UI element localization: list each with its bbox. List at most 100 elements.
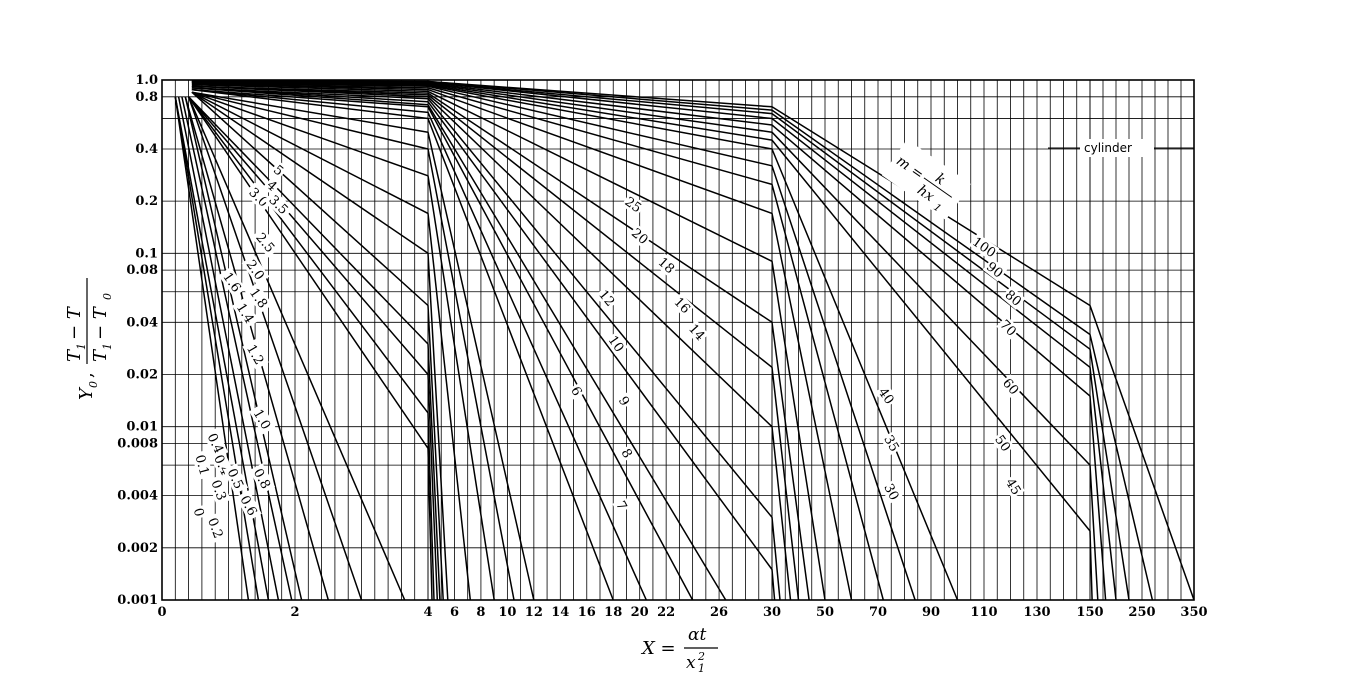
curve-label: 90 <box>983 259 1005 281</box>
curve-label-group: 10 <box>604 331 628 356</box>
series-line-m-7 <box>191 88 647 601</box>
series-line-m-3.0 <box>191 91 472 601</box>
curve-label-group: 0 <box>190 504 208 520</box>
curve-label: 0.1 <box>191 453 211 477</box>
curve-label: 0.3 <box>207 478 228 503</box>
x-tick-label: 8 <box>476 605 485 620</box>
curve-label-bg <box>880 431 904 456</box>
ylabel-prefix: Y <box>76 386 97 400</box>
ylabel-prefix-sub: 0 <box>87 381 100 388</box>
series-line-m-45 <box>191 81 1093 601</box>
series-line-m-18 <box>191 85 810 601</box>
curve-label: 35 <box>880 433 901 455</box>
curve-label-bg <box>262 176 282 195</box>
tick-label-layer: 1.0 0.8 0.4 0.2 0.1 0.08 0.04 0.02 0.010.008 0.00… <box>117 73 1207 620</box>
y-tick-label: 1.0 <box>135 73 158 88</box>
x-tick-label: 26 <box>710 605 728 620</box>
curve-label: 50 <box>991 433 1013 455</box>
curve-label-bg <box>621 192 646 217</box>
series-line-m-0.8 <box>187 96 363 601</box>
series-line-m-10 <box>191 87 776 601</box>
ylabel-sep: , <box>76 372 97 378</box>
curve-label: 60 <box>999 376 1021 398</box>
plot-frame <box>161 79 1195 601</box>
y-tick-label: 0.01 <box>126 420 158 435</box>
curve-label-bg <box>969 233 1000 261</box>
curve-label: 18 <box>655 255 677 277</box>
ylabel-den-rest: − T <box>90 305 111 340</box>
ylabel-den-sub: 1 <box>101 343 114 350</box>
parameter-den-sub: 1 <box>931 202 943 215</box>
curve-label-bg <box>249 403 276 435</box>
curve-label-bg <box>218 266 247 298</box>
curve-label: 0 <box>190 507 207 519</box>
x-tick-label: 20 <box>631 605 649 620</box>
curve-label-bg <box>242 339 269 370</box>
curve-label-bg <box>998 374 1023 399</box>
curve-label-group: 5 <box>269 160 288 180</box>
x-tick-label: 18 <box>604 605 622 620</box>
y-tick-label: 0.008 <box>117 436 158 451</box>
curve-label-bg <box>654 253 679 278</box>
series-line-m-4 <box>191 91 515 601</box>
curve-label-group: 35 <box>880 431 904 456</box>
y-tick-label: 0.004 <box>117 489 158 504</box>
curve-label-bg <box>251 227 280 258</box>
series-line-m-16 <box>191 85 800 601</box>
series-line-m-25 <box>191 83 853 601</box>
ylabel-den: T <box>90 348 111 362</box>
curve-label-bg <box>243 182 274 212</box>
curve-label-group: 0.1 <box>191 450 214 480</box>
x-tick-label: 6 <box>450 605 459 620</box>
curve-label-bg <box>269 160 288 180</box>
curve-label-bg <box>604 331 628 356</box>
curve-label-group: 12 <box>595 285 619 311</box>
x-tick-label: 130 <box>1023 605 1050 620</box>
curve-label: 14 <box>685 322 707 344</box>
series-line-m-0.1 <box>174 96 260 601</box>
series-line-m-90 <box>191 80 1154 601</box>
cylinder-label: cylinder <box>1084 141 1132 155</box>
curve-label-bg <box>670 293 695 318</box>
curve-label-group: 60 <box>998 374 1023 399</box>
curve-label-bg <box>684 319 709 345</box>
x-axis-label: X = αt x 1 2 <box>640 625 718 674</box>
curve-label-group: 16 <box>670 293 695 318</box>
xlabel-lhs: X = <box>640 638 676 659</box>
series-line-m-14 <box>191 85 792 601</box>
curve-label-group: 9 <box>614 392 634 410</box>
x-tick-label: 70 <box>869 605 887 620</box>
curve-label-bg <box>244 282 273 314</box>
xlabel-den: x <box>686 653 696 673</box>
curve-label-group: 30 <box>880 479 903 504</box>
curve-label-bg <box>190 504 208 520</box>
curve-label-bg <box>1001 286 1026 310</box>
series-line-m-100 <box>191 80 1195 601</box>
curve-label-bg <box>249 463 276 494</box>
series-line-m-1.2 <box>187 96 433 601</box>
x-tick-label: 90 <box>922 605 940 620</box>
y-tick-label: 0.002 <box>117 541 158 556</box>
parameter-formula: m = k hx 1 <box>881 139 971 220</box>
x-tick-label: 250 <box>1128 605 1155 620</box>
y-tick-label: 0.02 <box>126 367 158 382</box>
curve-label-bg <box>263 189 294 220</box>
curve-label-bg <box>235 490 262 521</box>
curve-label-group: 4 <box>262 176 282 195</box>
series-line-m-60 <box>191 80 1107 601</box>
series-line-m-5 <box>191 91 535 601</box>
series-line-m-6 <box>191 88 614 601</box>
y-tick-label: 0.08 <box>126 263 158 278</box>
x-tick-label: 350 <box>1180 605 1207 620</box>
curve-label-group: 80 <box>1001 286 1026 310</box>
series-line-m-35 <box>191 82 916 601</box>
curve-label-bg <box>207 474 231 506</box>
x-tick-label: 10 <box>498 605 516 620</box>
curve-label-bg <box>880 479 903 504</box>
series-line-m-80 <box>191 80 1130 601</box>
series-line-m-1.4 <box>188 96 435 601</box>
x-tick-label: 22 <box>657 605 675 620</box>
curve-label-bg <box>627 224 653 249</box>
curve-label-bg <box>874 383 899 408</box>
curve-label-bg <box>617 444 637 463</box>
